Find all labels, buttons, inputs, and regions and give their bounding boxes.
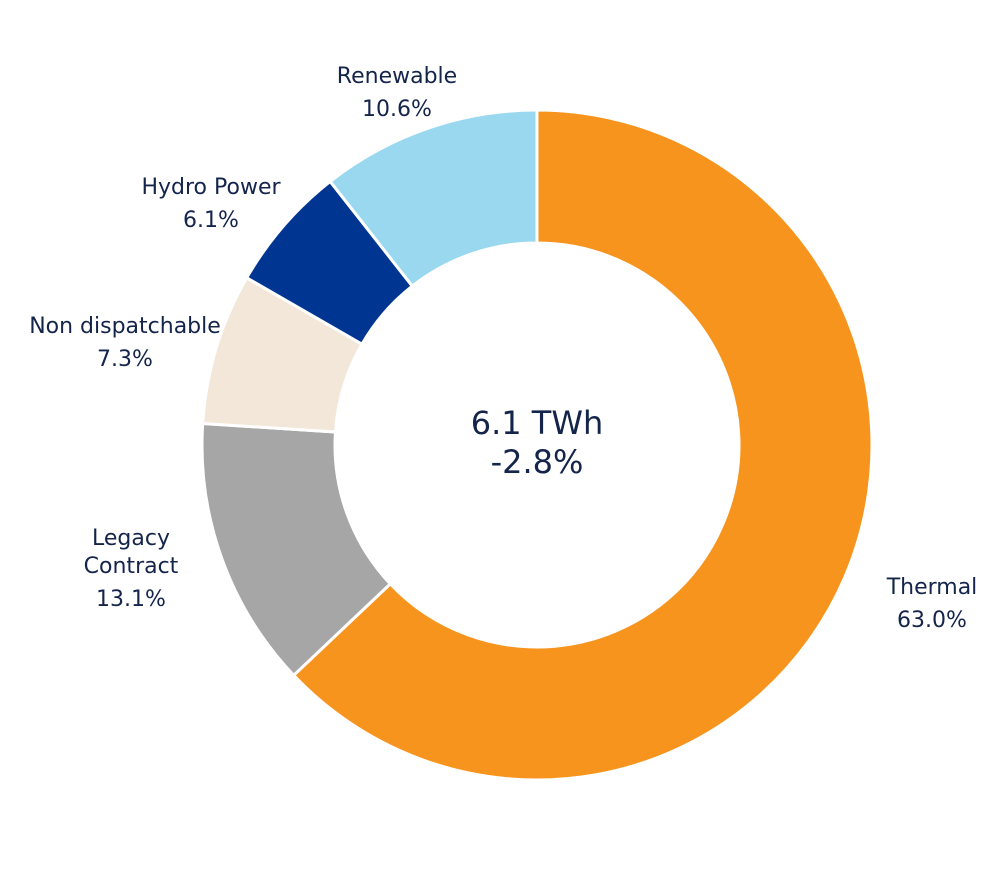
center-label: 6.1 TWh -2.8% — [471, 404, 604, 481]
label-renewable-percent: 10.6% — [362, 97, 432, 122]
slice-labels: Thermal 63.0% Legacy Contract 13.1% Non … — [29, 64, 977, 633]
center-change: -2.8% — [491, 443, 584, 481]
label-thermal-name: Thermal — [886, 575, 978, 600]
label-renewable-name: Renewable — [337, 64, 457, 89]
label-nondispatch-percent: 7.3% — [97, 347, 153, 372]
label-legacy-name-line2: Contract — [84, 554, 179, 579]
donut-slices — [200, 108, 874, 782]
label-legacy-name-line1: Legacy — [92, 526, 170, 551]
slice-thermal — [291, 108, 874, 782]
slice-renewable — [328, 108, 539, 289]
label-legacy-percent: 13.1% — [96, 587, 166, 612]
label-hydro-percent: 6.1% — [183, 208, 239, 233]
label-hydro-name: Hydro Power — [141, 175, 281, 200]
label-thermal-percent: 63.0% — [897, 608, 967, 633]
center-total: 6.1 TWh — [471, 404, 604, 442]
label-nondispatch-name: Non dispatchable — [29, 314, 221, 339]
